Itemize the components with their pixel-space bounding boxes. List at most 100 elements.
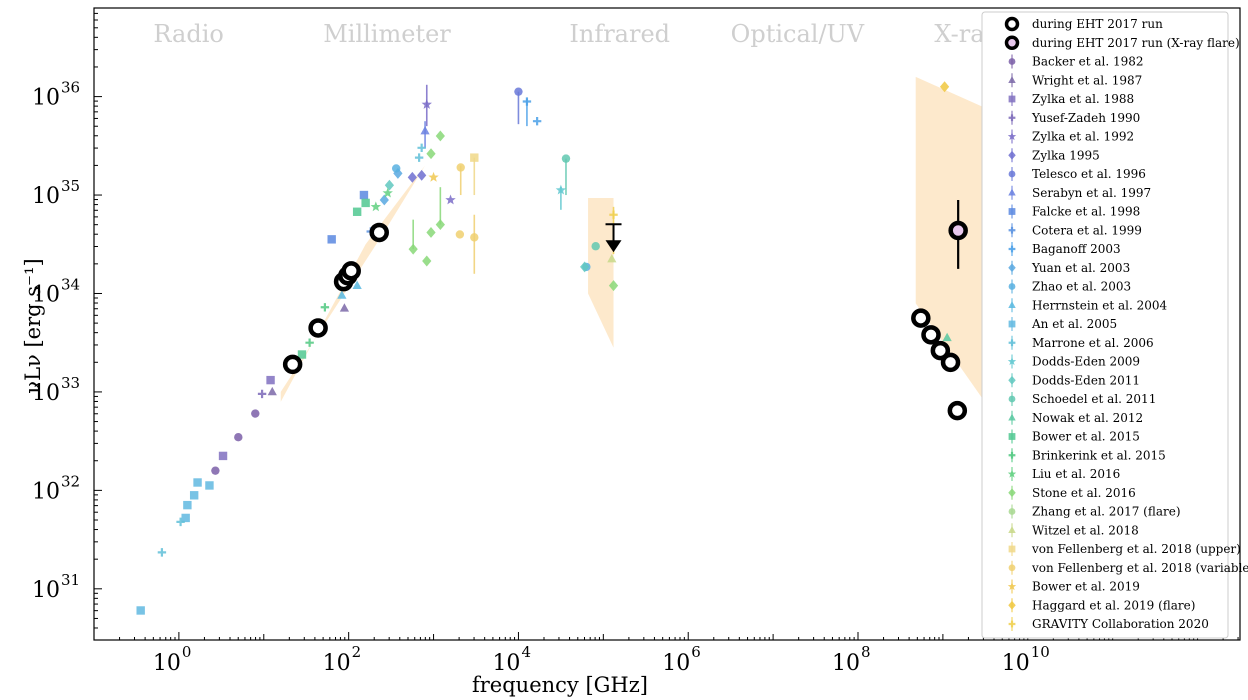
legend-marker-liu-et-al-2016: [1007, 469, 1017, 478]
legend-label-dodds-eden-2009: Dodds-Eden 2009: [1032, 355, 1140, 369]
eht-point-during-eht-2017-run: [341, 261, 361, 281]
data-point-marrone-et-al-2006: [414, 153, 424, 162]
y-tick-exponent: 33: [61, 374, 80, 392]
data-point-baganoff-2003: [532, 117, 542, 126]
data-point-stone-et-al-2016: [426, 148, 436, 160]
data-point-stone-et-al-2016: [608, 280, 619, 292]
data-point-yuan-et-al-2003: [393, 167, 403, 179]
legend-label-haggard-et-al-2019-flare: Haggard et al. 2019 (flare): [1032, 598, 1195, 612]
data-point-liu-et-al-2016: [382, 187, 393, 198]
data-point-an-et-al-2005: [205, 481, 214, 490]
data-point-dodds-eden-2009: [555, 184, 567, 195]
legend-box: [981, 11, 1229, 639]
data-point-backer-et-al-1982: [211, 466, 220, 475]
data-point-schoedel-et-al-2011: [591, 242, 600, 251]
legend-label-marrone-et-al-2006: Marrone et al. 2006: [1032, 336, 1154, 350]
data-point-an-et-al-2005: [193, 478, 202, 487]
x-tick-exponent: 10: [1031, 643, 1050, 661]
band-label-radio: Radio: [153, 20, 223, 48]
legend-label-stone-et-al-2016: Stone et al. 2016: [1032, 486, 1136, 500]
legend-label-zhao-et-al-2003: Zhao et al. 2003: [1032, 280, 1131, 294]
legend-label-liu-et-al-2016: Liu et al. 2016: [1032, 467, 1120, 481]
data-point-gravity-collaboration-2020: [609, 210, 618, 219]
x-tick-exponent: 6: [691, 643, 701, 661]
data-point-nowak-et-al-2012: [942, 332, 952, 342]
data-point-wright-et-al-1987: [267, 386, 277, 396]
band-labels: Radio Millimeter Infrared Optical/UV X-ray: [153, 20, 998, 48]
legend-marker-during-eht-2017-run-x-ray-flare: [1004, 35, 1020, 50]
legend-label-wright-et-al-1987: Wright et al. 1987: [1032, 73, 1142, 87]
data-point-von-fellenberg-et-al-2018-variable: [455, 230, 465, 239]
data-point-witzel-et-al-2018: [607, 253, 617, 263]
x-tick-label: 10: [832, 651, 860, 676]
legend-marker-bower-et-al-2015: [1008, 433, 1016, 440]
legend-label-bower-et-al-2019: Bower et al. 2019: [1032, 580, 1140, 594]
data-point-zhao-et-al-2003: [392, 164, 401, 173]
legend-marker-wright-et-al-1987: [1008, 76, 1016, 83]
x-tick-exponent: 4: [521, 643, 531, 661]
data-point-yusef-zadeh-1990: [257, 389, 267, 399]
eht-point-during-eht-2017-run: [282, 354, 303, 375]
legend-label-brinkerink-et-al-2015: Brinkerink et al. 2015: [1032, 448, 1166, 462]
data-point-von-fellenberg-et-al-2018-variable: [470, 233, 479, 242]
y-tick-exponent: 34: [61, 275, 80, 293]
variability-band-infrared: [588, 197, 614, 348]
y-tick-exponent: 32: [61, 472, 80, 490]
data-point-herrnstein-et-al-2004: [352, 280, 362, 289]
x-tick-exponent: 2: [352, 643, 362, 661]
data-point-bower-et-al-2015: [352, 207, 362, 216]
data-point-von-fellenberg-et-al-2018-upper: [470, 153, 479, 162]
legend-label-nowak-et-al-2012: Nowak et al. 2012: [1032, 411, 1143, 425]
legend-marker-von-fellenberg-et-al-2018-upper: [1008, 545, 1016, 553]
legend-marker-schoedel-et-al-2011: [1008, 395, 1016, 403]
data-point-backer-et-al-1982: [251, 409, 260, 418]
legend-marker-zylka-1995: [1008, 150, 1016, 160]
data-point-bower-et-al-2019: [428, 171, 439, 182]
legend-marker-zylka-et-al-1992: [1007, 132, 1017, 141]
legend-marker-marrone-et-al-2006: [1008, 339, 1016, 347]
band-label-infrared: Infrared: [569, 20, 670, 48]
y-tick-label: 10: [32, 184, 60, 209]
eht-point-during-eht-2017-run: [369, 222, 389, 243]
data-point-telesco-et-al-1996: [514, 87, 523, 96]
legend-marker-baganoff-2003: [1008, 245, 1016, 253]
data-point-zylka-et-al-1988: [218, 451, 228, 461]
y-tick-label: 10: [32, 479, 60, 504]
data-point-bower-et-al-2015: [297, 350, 307, 359]
eht-point-during-eht-2017-run: [911, 308, 931, 328]
y-tick-label: 10: [32, 578, 60, 603]
data-point-stone-et-al-2016: [422, 255, 432, 267]
legend-label-zylka-et-al-1988: Zylka et al. 1988: [1032, 92, 1134, 106]
legend-marker-haggard-et-al-2019-flare: [1008, 600, 1016, 610]
legend-label-serabyn-et-al-1997: Serabyn et al. 1997: [1032, 186, 1151, 200]
data-point-falcke-et-al-1998: [327, 235, 336, 244]
data-point-zylka-et-al-1992: [421, 99, 432, 109]
data-point-brinkerink-et-al-2015: [320, 303, 330, 312]
legend-label-zhang-et-al-2017-flare: Zhang et al. 2017 (flare): [1032, 505, 1181, 519]
x-tick-label: 10: [662, 651, 690, 676]
data-point-an-et-al-2005: [181, 513, 190, 523]
data-point-wright-et-al-1987: [339, 303, 350, 312]
legend-label-falcke-et-al-1998: Falcke et al. 1998: [1032, 205, 1140, 219]
x-tick-exponent: 8: [861, 643, 871, 661]
legend-label-telesco-et-al-1996: Telesco et al. 1996: [1032, 167, 1146, 181]
x-tick-label: 10: [153, 651, 181, 676]
legend-marker-zylka-et-al-1988: [1008, 95, 1016, 103]
legend-label-dodds-eden-2011: Dodds-Eden 2011: [1032, 373, 1140, 387]
data-point-stone-et-al-2016: [435, 130, 445, 142]
legend-marker-witzel-et-al-2018: [1008, 526, 1016, 533]
legend: during EHT 2017 run during EHT 2017 run (…: [981, 11, 1248, 639]
data-point-yuan-et-al-2003: [379, 194, 389, 206]
data-marks: [136, 81, 1031, 615]
legend-label-bower-et-al-2015: Bower et al. 2015: [1032, 430, 1140, 444]
legend-label-backer-et-al-1982: Backer et al. 1982: [1032, 55, 1144, 69]
legend-marker-zhao-et-al-2003: [1008, 283, 1016, 290]
legend-marker-bower-et-al-2019: [1007, 582, 1017, 591]
legend-label-an-et-al-2005: An et al. 2005: [1031, 317, 1117, 331]
eht-point-during-eht-2017-run: [308, 318, 328, 338]
legend-marker-zhang-et-al-2017-flare: [1008, 508, 1016, 515]
data-point-an-et-al-2005: [189, 491, 199, 500]
legend-label-herrnstein-et-al-2004: Herrnstein et al. 2004: [1032, 298, 1167, 312]
